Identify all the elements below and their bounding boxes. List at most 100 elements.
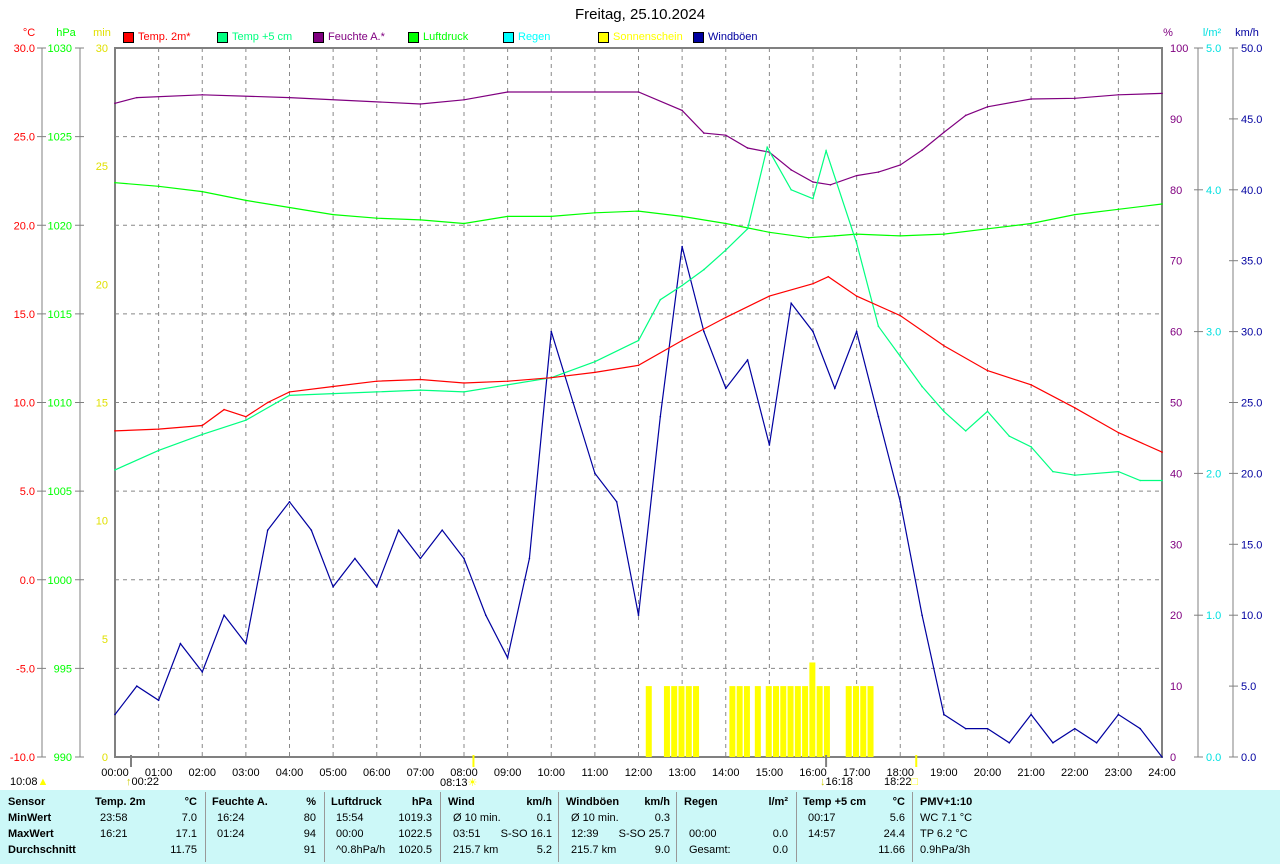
data-point: [463, 557, 465, 560]
axis-unit: hPa: [56, 27, 76, 39]
cell-value: 1022.5: [398, 828, 432, 840]
x-tick-label: 00:00: [101, 767, 129, 779]
data-point: [899, 235, 902, 237]
sunshine-bar: [754, 686, 761, 757]
sunshine-bar: [736, 686, 743, 757]
data-point: [943, 131, 945, 134]
axis-unit: min: [93, 27, 111, 39]
sunshine-bar: [663, 686, 670, 757]
legend-swatch: [503, 31, 514, 43]
data-point: [855, 174, 858, 177]
data-point: [827, 275, 830, 278]
x-tick-label: 08:00: [450, 767, 478, 779]
y-tick-label: 5.0: [1241, 681, 1256, 693]
data-point: [812, 181, 814, 183]
data-point: [1117, 93, 1120, 96]
column-divider: [205, 792, 206, 862]
data-point: [550, 215, 553, 218]
data-point: [245, 419, 247, 422]
cell-value: 91: [303, 844, 316, 856]
data-point: [201, 433, 204, 436]
cell-left: Ø 10 min.: [453, 812, 501, 824]
data-point: [288, 391, 291, 393]
y-tick-label: 30: [1170, 539, 1182, 551]
data-point: [724, 387, 727, 390]
data-point: [855, 233, 858, 235]
data-point: [1030, 98, 1032, 100]
column-divider: [324, 792, 325, 862]
cell-value: 17.1: [175, 828, 197, 840]
data-point: [157, 185, 160, 188]
cell-value: 5.6: [889, 812, 905, 824]
data-point: [855, 242, 858, 244]
cell-left: Gesamt:: [689, 844, 731, 856]
sunshine-bar: [794, 686, 801, 757]
y-tick-label: 80: [1170, 185, 1182, 197]
data-point: [986, 106, 989, 108]
data-point: [375, 217, 378, 219]
data-point: [1117, 431, 1120, 434]
legend-item-rain: Regen: [503, 31, 550, 43]
y-tick-label: 15.0: [1241, 539, 1262, 551]
y-tick-label: 10: [96, 516, 108, 528]
sunshine-bar: [693, 686, 700, 757]
data-point: [332, 586, 334, 588]
data-point: [1052, 470, 1054, 473]
data-point: [681, 245, 683, 248]
data-point: [201, 671, 204, 673]
data-point: [766, 146, 768, 149]
data-point: [506, 656, 509, 659]
y-tick-label: -10.0: [10, 752, 35, 764]
column-unit: l/m²: [768, 796, 788, 808]
x-tick-label: 05:00: [319, 767, 347, 779]
y-tick-label: 1030: [48, 43, 72, 55]
x-tick-label: 20:00: [974, 767, 1002, 779]
y-tick-label: 100: [1170, 43, 1188, 55]
data-point: [1073, 97, 1076, 100]
x-tick-label: 06:00: [363, 767, 391, 779]
data-point: [114, 102, 116, 105]
data-point: [703, 132, 705, 134]
data-point: [506, 380, 509, 383]
y-tick-label: 4.0: [1206, 185, 1221, 197]
plot-frame: [114, 47, 1163, 758]
legend-item-temp2m: Temp. 2m*: [123, 31, 191, 43]
y-tick-label: 20.0: [1241, 468, 1262, 480]
y-tick-label: 1005: [48, 486, 72, 498]
cell-value: 7.0: [181, 812, 197, 824]
data-point: [986, 410, 989, 413]
sunshine-bar: [773, 686, 780, 757]
x-tick-label: 22:00: [1061, 767, 1089, 779]
data-point: [834, 235, 836, 237]
cell-left: 00:17: [808, 812, 836, 824]
data-point: [964, 727, 967, 730]
data-point: [986, 727, 989, 730]
cell-value: 11.66: [878, 844, 905, 856]
sunshine-bar: [816, 686, 823, 757]
data-point: [485, 614, 487, 616]
cell-left: ^0.8hPa/h: [336, 844, 386, 856]
data-point: [1139, 727, 1141, 730]
y-tick-label: 0: [102, 752, 108, 764]
data-point: [397, 529, 400, 531]
data-point: [114, 430, 116, 432]
data-point: [266, 401, 269, 404]
y-tick-label: 5.0: [1206, 43, 1221, 55]
x-tick-label: 11:00: [582, 767, 609, 779]
legend-item-humidity: Feuchte A.*: [313, 31, 385, 43]
cell-left: 15:54: [336, 812, 364, 824]
data-point: [136, 96, 138, 99]
y-tick-label: 25.0: [1241, 398, 1262, 410]
data-point: [201, 190, 204, 193]
marker-label: 08:13: [440, 777, 468, 789]
cell-left: Ø 10 min.: [571, 812, 619, 824]
column-unit: °C: [892, 796, 905, 808]
cell-left: 16:21: [100, 828, 128, 840]
series-line-luftdruck: [114, 182, 1163, 239]
y-tick-label: 995: [54, 663, 72, 675]
data-point: [724, 134, 727, 137]
x-tick-label: 21:00: [1017, 767, 1045, 779]
data-point: [746, 227, 749, 230]
row-label: MaxWert: [8, 828, 54, 840]
